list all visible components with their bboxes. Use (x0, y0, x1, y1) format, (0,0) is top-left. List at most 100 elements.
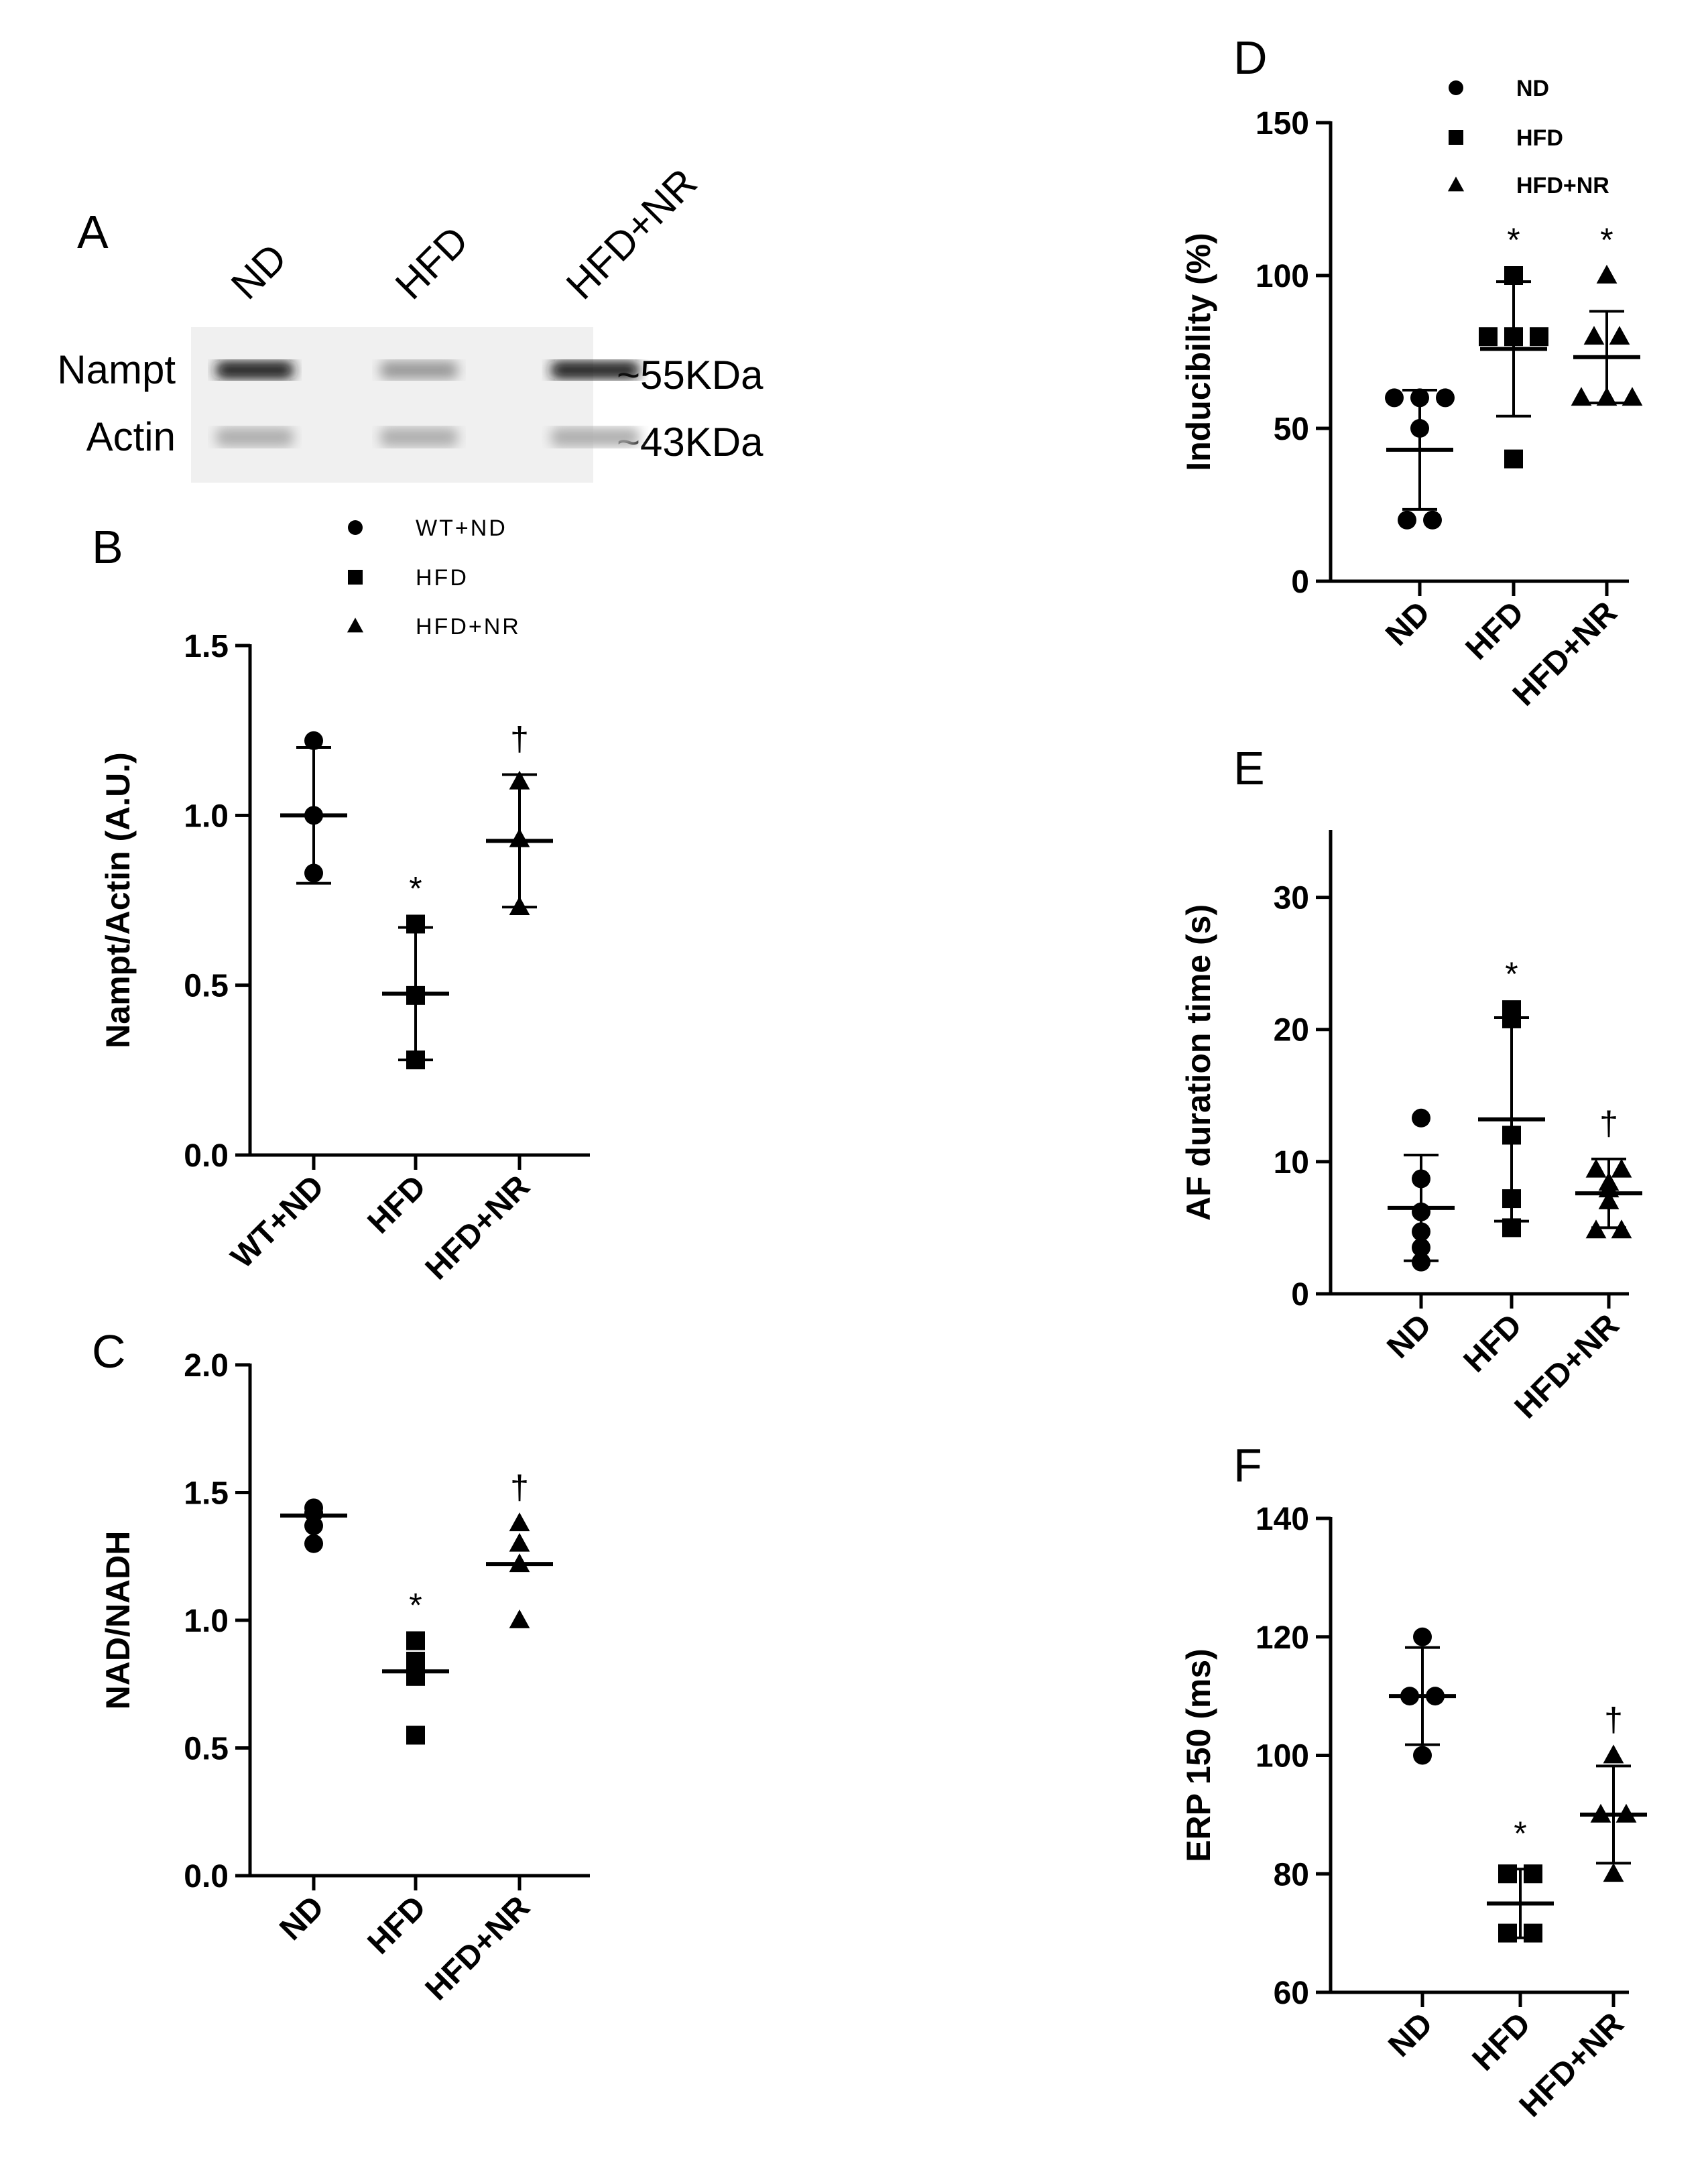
data-point-triangle-marker (1615, 1803, 1637, 1823)
data-point-square-marker (1502, 1189, 1521, 1209)
series-group: * (1487, 1815, 1554, 1943)
data-point-square-marker (1502, 1126, 1521, 1145)
legend-label: ND (1516, 76, 1549, 101)
legend-circle-marker (1449, 80, 1463, 95)
y-tick-label: 20 (1274, 1013, 1309, 1048)
significance-marker: † (1599, 1105, 1618, 1142)
protein-label: Actin (86, 414, 176, 459)
data-point-square-marker (1498, 1923, 1517, 1943)
data-point-square-marker (406, 1050, 425, 1070)
y-tick-label: 60 (1274, 1976, 1309, 2011)
legend-label: HFD (1516, 125, 1563, 151)
blot-membrane (191, 327, 593, 483)
data-point-triangle-marker (1571, 387, 1592, 406)
series-group: * (382, 1586, 449, 1745)
data-point-circle-marker (1410, 388, 1429, 408)
molecular-weight-label: ~55KDa (617, 353, 764, 398)
data-point-triangle-marker (1609, 326, 1630, 345)
data-point-square-marker (1524, 1923, 1542, 1943)
panel-label: A (77, 206, 109, 258)
significance-marker: * (1507, 221, 1520, 259)
blot-band (380, 428, 458, 446)
y-axis-label: Nampt/Actin (A.U.) (99, 752, 137, 1048)
data-point-circle-marker (1398, 510, 1416, 530)
data-point-circle-marker (304, 1516, 323, 1536)
legend-square-marker (348, 570, 363, 585)
blot-band (380, 361, 458, 379)
significance-marker: * (1505, 955, 1518, 993)
y-tick-label: 150 (1256, 106, 1309, 141)
significance-marker: * (1600, 221, 1613, 259)
data-point-triangle-marker (1590, 1803, 1611, 1823)
panel-label: C (92, 1325, 126, 1378)
data-point-square-marker (1479, 327, 1498, 347)
data-point-circle-marker (1410, 419, 1429, 438)
data-point-circle-marker (304, 731, 323, 750)
series-group (280, 1498, 347, 1553)
significance-marker: † (1604, 1701, 1623, 1739)
y-tick-label: 0.5 (184, 969, 229, 1004)
y-tick-label: 30 (1274, 881, 1309, 916)
data-point-square-marker (1504, 327, 1523, 347)
data-point-triangle-marker (1622, 387, 1643, 406)
data-point-triangle-marker (1603, 1863, 1624, 1882)
y-tick-label: 1.5 (184, 629, 229, 664)
significance-marker: † (510, 721, 529, 758)
data-point-circle-marker (1412, 1108, 1430, 1128)
data-point-circle-marker (1412, 1238, 1430, 1257)
y-tick-label: 0.0 (184, 1859, 229, 1894)
panel-label: D (1233, 32, 1268, 84)
data-point-circle-marker (1412, 1222, 1430, 1242)
legend-label: HFD+NR (1516, 173, 1609, 198)
y-tick-label: 0 (1291, 1277, 1309, 1313)
legend-label: HFD+NR (416, 614, 521, 640)
data-point-triangle-marker (1598, 1178, 1620, 1198)
molecular-weight-label: ~43KDa (617, 420, 764, 465)
data-point-square-marker (1530, 327, 1548, 347)
legend-label: WT+ND (416, 516, 507, 541)
data-point-triangle-marker (509, 1512, 530, 1532)
y-axis-label: Inducibility (%) (1180, 233, 1217, 471)
series-group: * (1479, 221, 1548, 469)
significance-marker: † (510, 1469, 529, 1506)
y-tick-label: 1.0 (184, 1604, 229, 1639)
data-point-circle-marker (1413, 1627, 1432, 1646)
blot-band (216, 361, 294, 379)
panel-label: F (1233, 1439, 1262, 1492)
data-point-square-marker (406, 985, 425, 1005)
y-tick-label: 140 (1256, 1502, 1309, 1537)
data-point-circle-marker (1385, 388, 1404, 408)
legend-square-marker (1449, 130, 1463, 145)
data-point-triangle-marker (509, 1553, 530, 1573)
data-point-circle-marker (1412, 1252, 1430, 1272)
y-axis-label: ERP 150 (ms) (1180, 1648, 1217, 1862)
data-point-triangle-marker (1603, 1744, 1624, 1764)
data-point-square-marker (1504, 449, 1523, 469)
data-point-triangle-marker (509, 828, 530, 847)
data-point-triangle-marker (1611, 1219, 1632, 1239)
data-point-triangle-marker (1583, 326, 1605, 345)
y-tick-label: 0.5 (184, 1732, 229, 1767)
legend-circle-marker (348, 520, 363, 535)
data-point-circle-marker (1400, 1687, 1419, 1706)
y-axis-label: AF duration time (s) (1180, 904, 1217, 1221)
data-point-circle-marker (1412, 1202, 1430, 1221)
data-point-triangle-marker (509, 1532, 530, 1552)
data-point-triangle-marker (1585, 1158, 1607, 1178)
series-group (1388, 1108, 1455, 1272)
data-point-triangle-marker (1598, 1190, 1620, 1209)
data-point-square-marker (1504, 266, 1523, 285)
y-tick-label: 80 (1274, 1857, 1309, 1892)
data-point-circle-marker (304, 863, 323, 883)
data-point-circle-marker (1426, 1687, 1445, 1706)
series-group: † (1580, 1701, 1647, 1882)
blot-band (551, 361, 639, 379)
data-point-square-marker (1502, 1009, 1521, 1028)
data-point-circle-marker (304, 1498, 323, 1518)
data-point-triangle-marker (1611, 1158, 1632, 1178)
series-group: † (486, 721, 553, 916)
data-point-triangle-marker (1596, 264, 1618, 284)
data-point-circle-marker (304, 806, 323, 825)
